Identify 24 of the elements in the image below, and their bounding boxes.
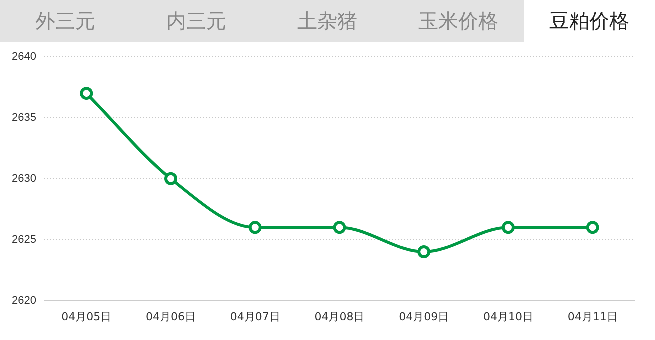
x-tick-label: 04月11日 (568, 310, 618, 324)
text: 玉米价格 (418, 8, 500, 34)
x-tick-label: 04月09日 (399, 310, 450, 324)
text: 土杂猪 (296, 8, 358, 34)
point (164, 172, 178, 186)
point (248, 221, 262, 234)
y-tick-label: 2635 (12, 112, 36, 124)
text: 外三元 (34, 8, 96, 34)
point (418, 246, 431, 259)
x-tick-label: 04月06日 (146, 310, 196, 324)
x-tick-label: 04月07日 (230, 310, 280, 324)
point (586, 221, 600, 234)
point (502, 221, 515, 234)
text: 内三元 (166, 8, 228, 34)
x-tick-label: 04月10日 (483, 310, 534, 324)
y-tick-label: 2620 (12, 294, 36, 307)
y-tick-label: 2640 (12, 51, 36, 64)
chart-title: 豆粕价格 (524, 0, 655, 42)
y-tick-label: 2625 (12, 234, 36, 246)
x-tick-label: 04月08日 (314, 310, 365, 324)
point (80, 87, 94, 100)
y-tick-label: 2630 (12, 172, 36, 185)
point (333, 221, 346, 234)
x-tick-label: 04月05日 (62, 310, 112, 324)
